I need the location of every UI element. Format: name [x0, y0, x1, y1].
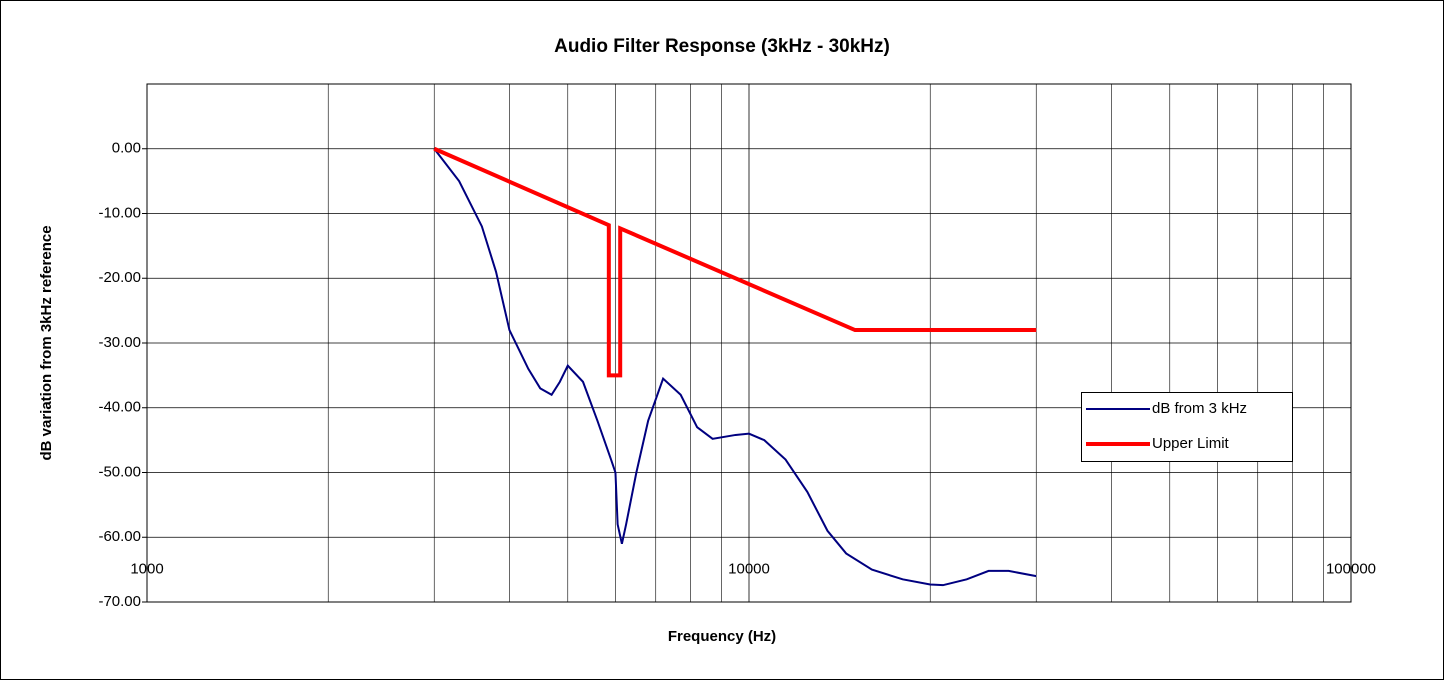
- y-tick-label: -60.00: [98, 528, 141, 545]
- plot-area: [146, 83, 1352, 603]
- y-tick-label: -50.00: [98, 463, 141, 480]
- y-tick-label: -10.00: [98, 204, 141, 221]
- series-line: [433, 146, 1037, 378]
- x-axis-label: Frequency (Hz): [668, 628, 776, 645]
- y-tick-label: -40.00: [98, 399, 141, 416]
- legend: dB from 3 kHz Upper Limit: [1081, 392, 1293, 462]
- y-tick-label: -70.00: [98, 593, 141, 610]
- series: [433, 146, 1037, 587]
- legend-label: dB from 3 kHz: [1152, 400, 1247, 417]
- chart-title: Audio Filter Response (3kHz - 30kHz): [554, 36, 890, 57]
- grid: -70.00 -60.00 -50.00 -40.00 -30.00 -20.00 -10.…: [98, 84, 1376, 610]
- y-tick-label: -20.00: [98, 269, 141, 286]
- y-axis-label: dB variation from 3kHz reference: [38, 225, 55, 460]
- y-tick-label: 0.00: [112, 140, 141, 157]
- legend-label: Upper Limit: [1152, 435, 1230, 452]
- series-line: [433, 148, 1037, 587]
- y-tick-label: -30.00: [98, 334, 141, 351]
- legend-box: [1081, 392, 1293, 462]
